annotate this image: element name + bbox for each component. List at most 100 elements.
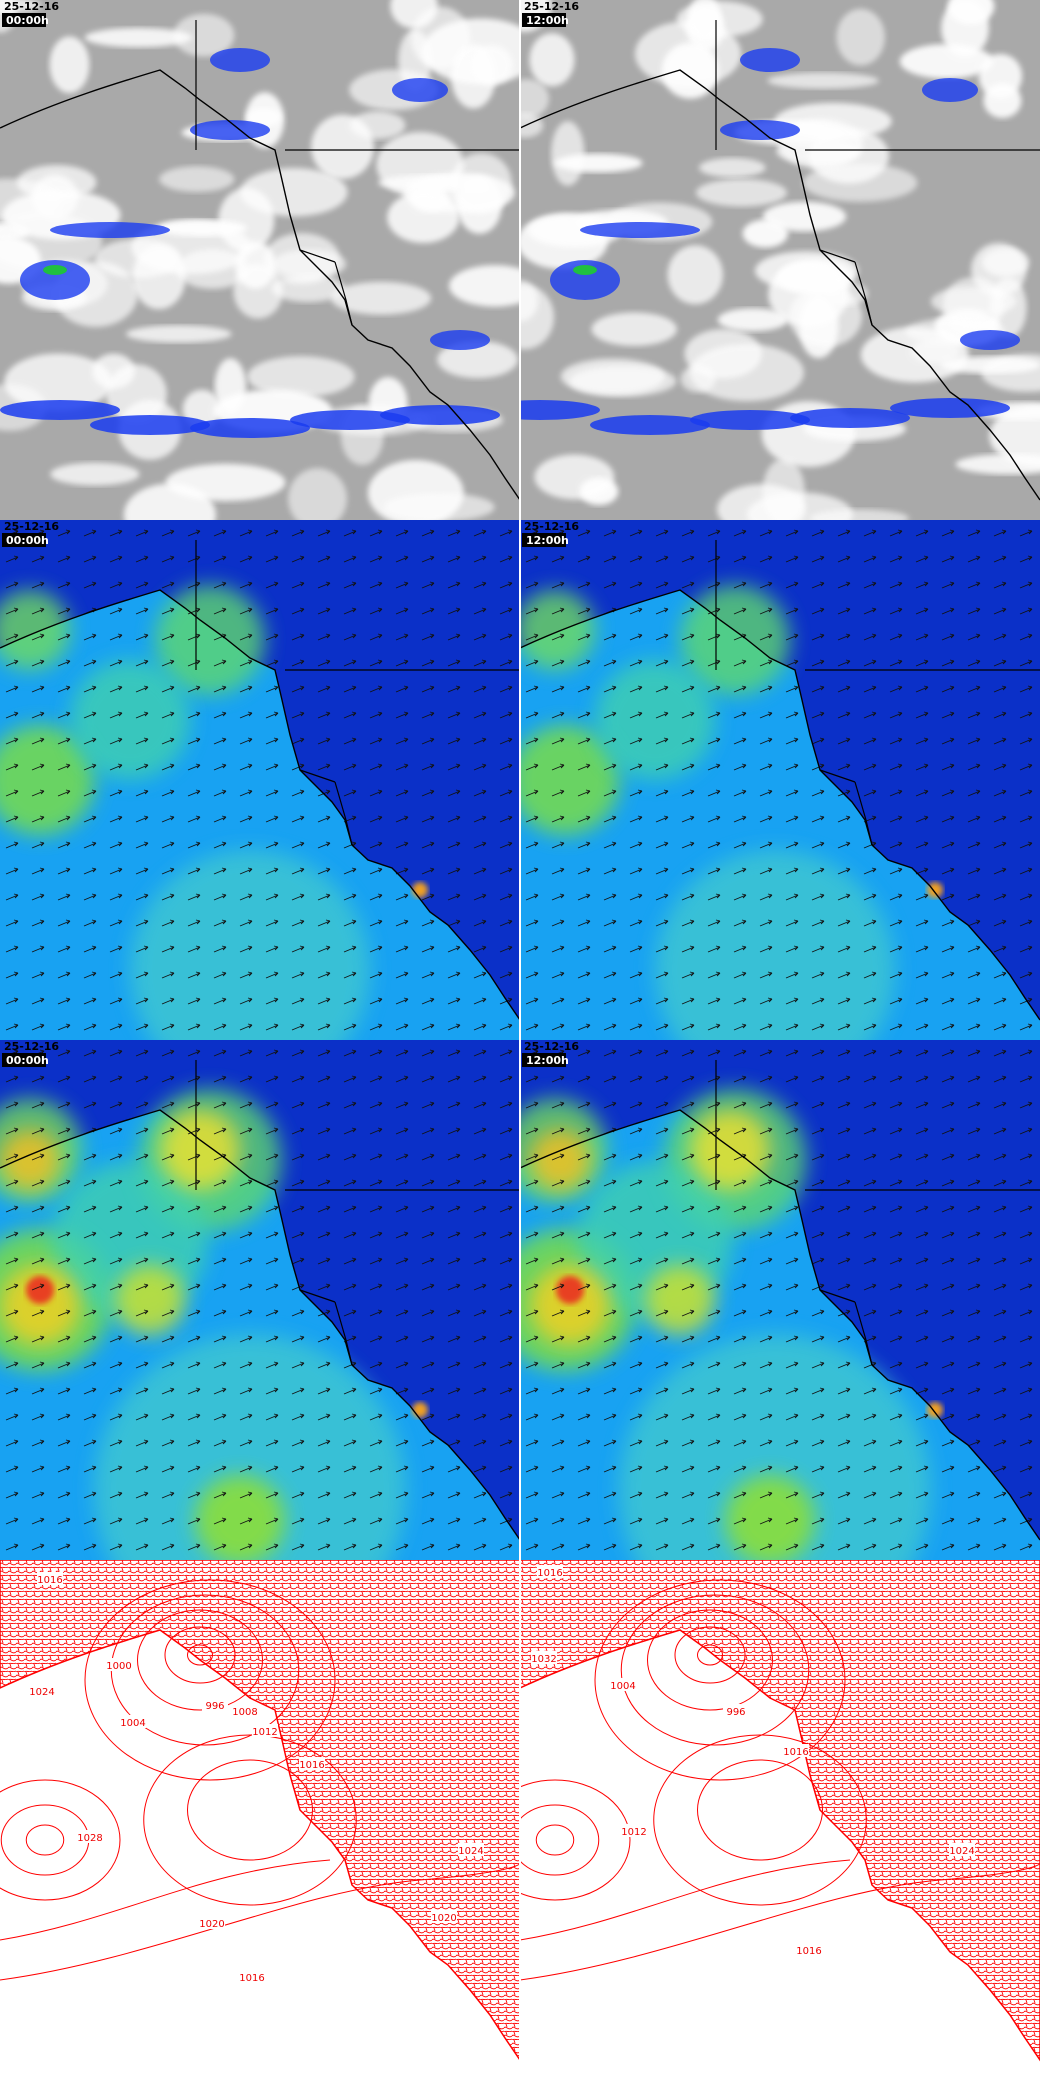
cloud: [551, 121, 585, 186]
border: [715, 1060, 1040, 1366]
map-panel: 1016 1024 1000 996 1004 1008 1012 1016 1028 1020 1…: [0, 1560, 520, 2080]
precipitation: [20, 260, 90, 300]
cloud: [50, 462, 140, 486]
isobar-label-bg: [202, 1698, 228, 1711]
cloud: [84, 27, 193, 48]
precipitation: [380, 405, 500, 425]
cloud: [534, 454, 615, 500]
cloud: [860, 326, 969, 383]
precipitation: [0, 400, 120, 420]
isobar-label-bg: [252, 1724, 278, 1737]
cloud: [899, 44, 994, 79]
cloud: [742, 219, 789, 248]
precipitation: [520, 400, 600, 420]
cloud: [688, 0, 722, 42]
isobar-label: 996: [205, 1701, 224, 1712]
cloud: [762, 201, 847, 232]
coastline: [520, 1109, 1040, 1541]
isobar: [520, 1859, 851, 1941]
isobar-label-bg: [431, 1910, 457, 1923]
wind-arrows: [520, 1040, 1040, 1560]
cloud: [529, 33, 575, 87]
time-label: 12:00h: [526, 14, 569, 27]
isobar-label: 996: [726, 1707, 745, 1718]
border: [195, 540, 520, 846]
time-label: 12:00h: [526, 1054, 569, 1067]
isobar-label-bg: [77, 1830, 103, 1843]
isobar-label-bg: [106, 1658, 132, 1671]
time-label: 00:00h: [6, 1054, 49, 1067]
isobar-label-bg: [796, 1943, 822, 1956]
date-label: 25-12-16: [4, 1040, 59, 1053]
precipitation: [50, 222, 170, 238]
cloud: [331, 281, 432, 315]
date-label: 25-12-16: [524, 0, 579, 13]
time-label-bg: [2, 533, 46, 547]
coastline: [0, 1109, 520, 1541]
isobar: [647, 1609, 773, 1711]
precipitation: [430, 330, 490, 350]
precipitation: [960, 330, 1020, 350]
border: [195, 1060, 520, 1366]
coastline: [0, 589, 520, 1021]
cloud: [218, 187, 275, 252]
time-label-bg: [522, 13, 566, 27]
cloud: [288, 468, 347, 520]
cloud: [695, 178, 787, 207]
cloud: [123, 483, 216, 520]
isobar-label-bg: [199, 1916, 225, 1929]
isobar-label: 1004: [120, 1718, 145, 1729]
date-label: 25-12-16: [4, 0, 59, 13]
cloud: [983, 83, 1022, 119]
isobar-label-bg: [783, 1744, 809, 1757]
isobar-label-bg: [610, 1678, 636, 1691]
isobar: [535, 1824, 575, 1856]
precipitation: [210, 48, 270, 72]
time-label-bg: [2, 13, 46, 27]
date-label: 25-12-16: [524, 1040, 579, 1053]
isobar-label-bg: [531, 1651, 557, 1664]
isobar-label-bg: [239, 1970, 265, 1983]
cloud: [247, 356, 355, 398]
cloud: [520, 113, 544, 138]
border: [715, 540, 1040, 846]
cloud: [699, 157, 766, 178]
cloud: [4, 353, 113, 411]
isobar-label-bg: [621, 1824, 647, 1837]
isobar: [187, 1759, 313, 1861]
precipitation: [580, 222, 700, 238]
isobar-label: 1024: [949, 1846, 974, 1857]
isobar: [0, 1860, 520, 1981]
cloud: [591, 312, 677, 346]
date-label: 25-12-16: [524, 520, 579, 533]
isobar: [697, 1759, 823, 1861]
cloud: [717, 308, 788, 332]
cloud: [311, 114, 374, 180]
time-label: 00:00h: [6, 14, 49, 27]
cloud: [411, 6, 471, 69]
isobar-label: 1032: [531, 1654, 556, 1665]
cloud: [527, 213, 623, 248]
precipitation: [190, 418, 310, 438]
precipitation: [190, 120, 270, 140]
precipitation: [392, 78, 448, 102]
cloud: [0, 0, 42, 14]
isobar: [594, 1579, 846, 1781]
land-contours: [0, 1560, 520, 2062]
cloud: [159, 166, 235, 193]
isobar-label: 1024: [29, 1687, 54, 1698]
cloud: [106, 364, 167, 424]
isobar-label-bg: [37, 1572, 63, 1585]
isobar: [0, 1779, 121, 1901]
cloud: [49, 36, 90, 94]
isobar-label: 1012: [621, 1827, 646, 1838]
isobar: [137, 1609, 263, 1711]
isobar-label: 1016: [239, 1973, 264, 1984]
cloud: [264, 233, 340, 284]
precipitation-core: [43, 265, 67, 275]
